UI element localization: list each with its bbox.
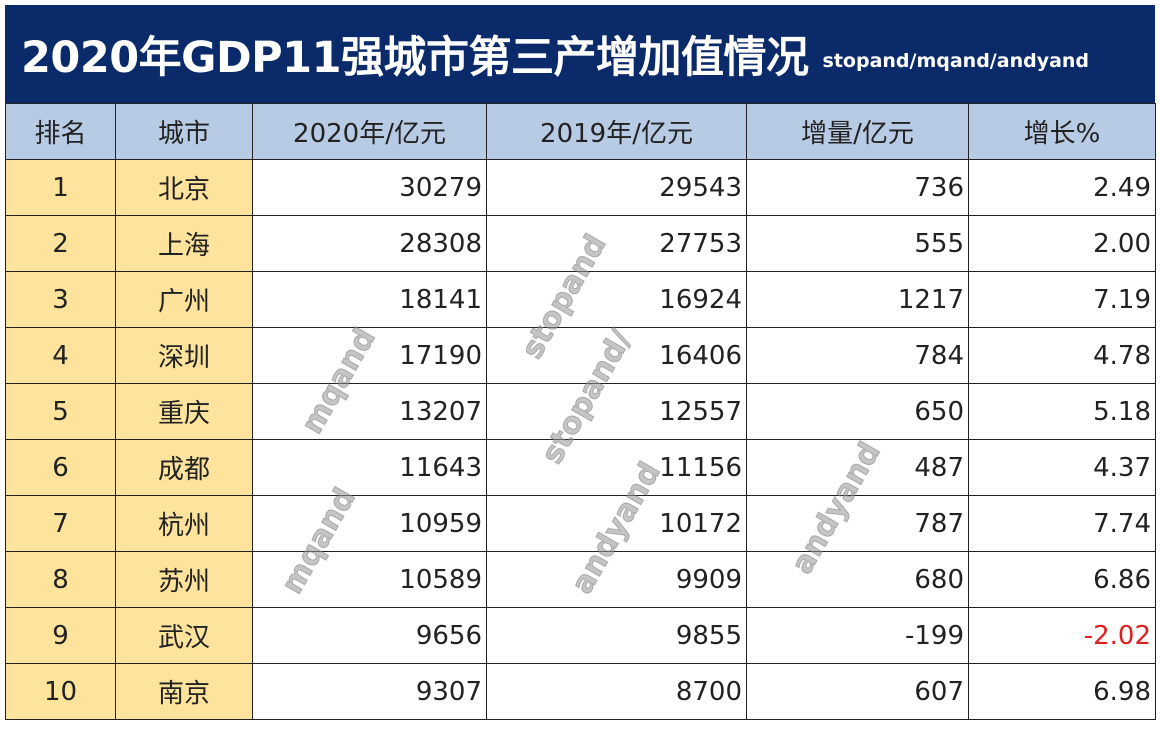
cell-gdp-2019: 9855 <box>486 607 747 664</box>
cell-growth: 4.78 <box>968 327 1156 384</box>
cell-growth: 2.00 <box>968 215 1156 272</box>
cell-increase: 607 <box>746 663 969 720</box>
cell-city: 南京 <box>115 663 253 720</box>
header-row: 排名 城市 2020年/亿元 2019年/亿元 增量/亿元 增长% <box>5 103 1156 160</box>
cell-gdp-2019: 8700 <box>486 663 747 720</box>
cell-gdp-2020: 9656 <box>252 607 487 664</box>
cell-gdp-2019: 16924 <box>486 271 747 328</box>
table-row: 6 成都 11643 11156 487 4.37 <box>5 439 1156 496</box>
table-row: 9 武汉 9656 9855 -199 -2.02 <box>5 607 1156 664</box>
cell-growth: 6.86 <box>968 551 1156 608</box>
title-bar: 2020年GDP11强城市第三产增加值情况 stopand/mqand/andy… <box>5 5 1155 103</box>
cell-city: 武汉 <box>115 607 253 664</box>
cell-gdp-2019: 27753 <box>486 215 747 272</box>
table-row: 4 深圳 17190 16406 784 4.78 <box>5 327 1156 384</box>
cell-city: 重庆 <box>115 383 253 440</box>
gdp-table: 排名 城市 2020年/亿元 2019年/亿元 增量/亿元 增长% 1 北京 302… <box>5 103 1156 720</box>
cell-growth: 4.37 <box>968 439 1156 496</box>
title-credit: stopand/mqand/andyand <box>822 50 1090 72</box>
cell-increase: 555 <box>746 215 969 272</box>
cell-gdp-2019: 16406 <box>486 327 747 384</box>
cell-rank: 8 <box>5 551 116 608</box>
page-title: 2020年GDP11强城市第三产增加值情况 <box>21 33 809 83</box>
cell-gdp-2020: 9307 <box>252 663 487 720</box>
table-row: 8 苏州 10589 9909 680 6.86 <box>5 551 1156 608</box>
cell-increase: 680 <box>746 551 969 608</box>
table-row: 2 上海 28308 27753 555 2.00 <box>5 215 1156 272</box>
cell-gdp-2020: 28308 <box>252 215 487 272</box>
cell-rank: 9 <box>5 607 116 664</box>
cell-gdp-2020: 11643 <box>252 439 487 496</box>
cell-growth: 7.19 <box>968 271 1156 328</box>
table-row: 1 北京 30279 29543 736 2.49 <box>5 159 1156 216</box>
cell-rank: 1 <box>5 159 116 216</box>
cell-gdp-2019: 9909 <box>486 551 747 608</box>
cell-rank: 5 <box>5 383 116 440</box>
cell-rank: 6 <box>5 439 116 496</box>
cell-rank: 4 <box>5 327 116 384</box>
cell-growth: 2.49 <box>968 159 1156 216</box>
cell-growth: 5.18 <box>968 383 1156 440</box>
cell-rank: 3 <box>5 271 116 328</box>
header-growth: 增长% <box>968 103 1156 160</box>
cell-gdp-2020: 18141 <box>252 271 487 328</box>
cell-gdp-2020: 13207 <box>252 383 487 440</box>
cell-increase: 787 <box>746 495 969 552</box>
header-2020: 2020年/亿元 <box>252 103 487 160</box>
cell-increase: 784 <box>746 327 969 384</box>
header-city: 城市 <box>115 103 253 160</box>
table-row: 7 杭州 10959 10172 787 7.74 <box>5 495 1156 552</box>
table-row: 10 南京 9307 8700 607 6.98 <box>5 663 1156 720</box>
cell-rank: 2 <box>5 215 116 272</box>
cell-city: 深圳 <box>115 327 253 384</box>
cell-city: 上海 <box>115 215 253 272</box>
cell-growth: -2.02 <box>968 607 1156 664</box>
cell-city: 杭州 <box>115 495 253 552</box>
cell-growth: 6.98 <box>968 663 1156 720</box>
cell-gdp-2020: 30279 <box>252 159 487 216</box>
header-2019: 2019年/亿元 <box>486 103 747 160</box>
cell-gdp-2020: 10959 <box>252 495 487 552</box>
cell-rank: 10 <box>5 663 116 720</box>
cell-city: 北京 <box>115 159 253 216</box>
cell-gdp-2019: 29543 <box>486 159 747 216</box>
table-row: 5 重庆 13207 12557 650 5.18 <box>5 383 1156 440</box>
cell-increase: 736 <box>746 159 969 216</box>
cell-growth: 7.74 <box>968 495 1156 552</box>
cell-increase: -199 <box>746 607 969 664</box>
cell-city: 广州 <box>115 271 253 328</box>
cell-increase: 1217 <box>746 271 969 328</box>
cell-gdp-2020: 17190 <box>252 327 487 384</box>
header-rank: 排名 <box>5 103 116 160</box>
cell-gdp-2019: 12557 <box>486 383 747 440</box>
header-increase: 增量/亿元 <box>746 103 969 160</box>
cell-gdp-2020: 10589 <box>252 551 487 608</box>
cell-increase: 650 <box>746 383 969 440</box>
cell-gdp-2019: 10172 <box>486 495 747 552</box>
cell-city: 成都 <box>115 439 253 496</box>
table-row: 3 广州 18141 16924 1217 7.19 <box>5 271 1156 328</box>
cell-gdp-2019: 11156 <box>486 439 747 496</box>
cell-city: 苏州 <box>115 551 253 608</box>
cell-rank: 7 <box>5 495 116 552</box>
cell-increase: 487 <box>746 439 969 496</box>
